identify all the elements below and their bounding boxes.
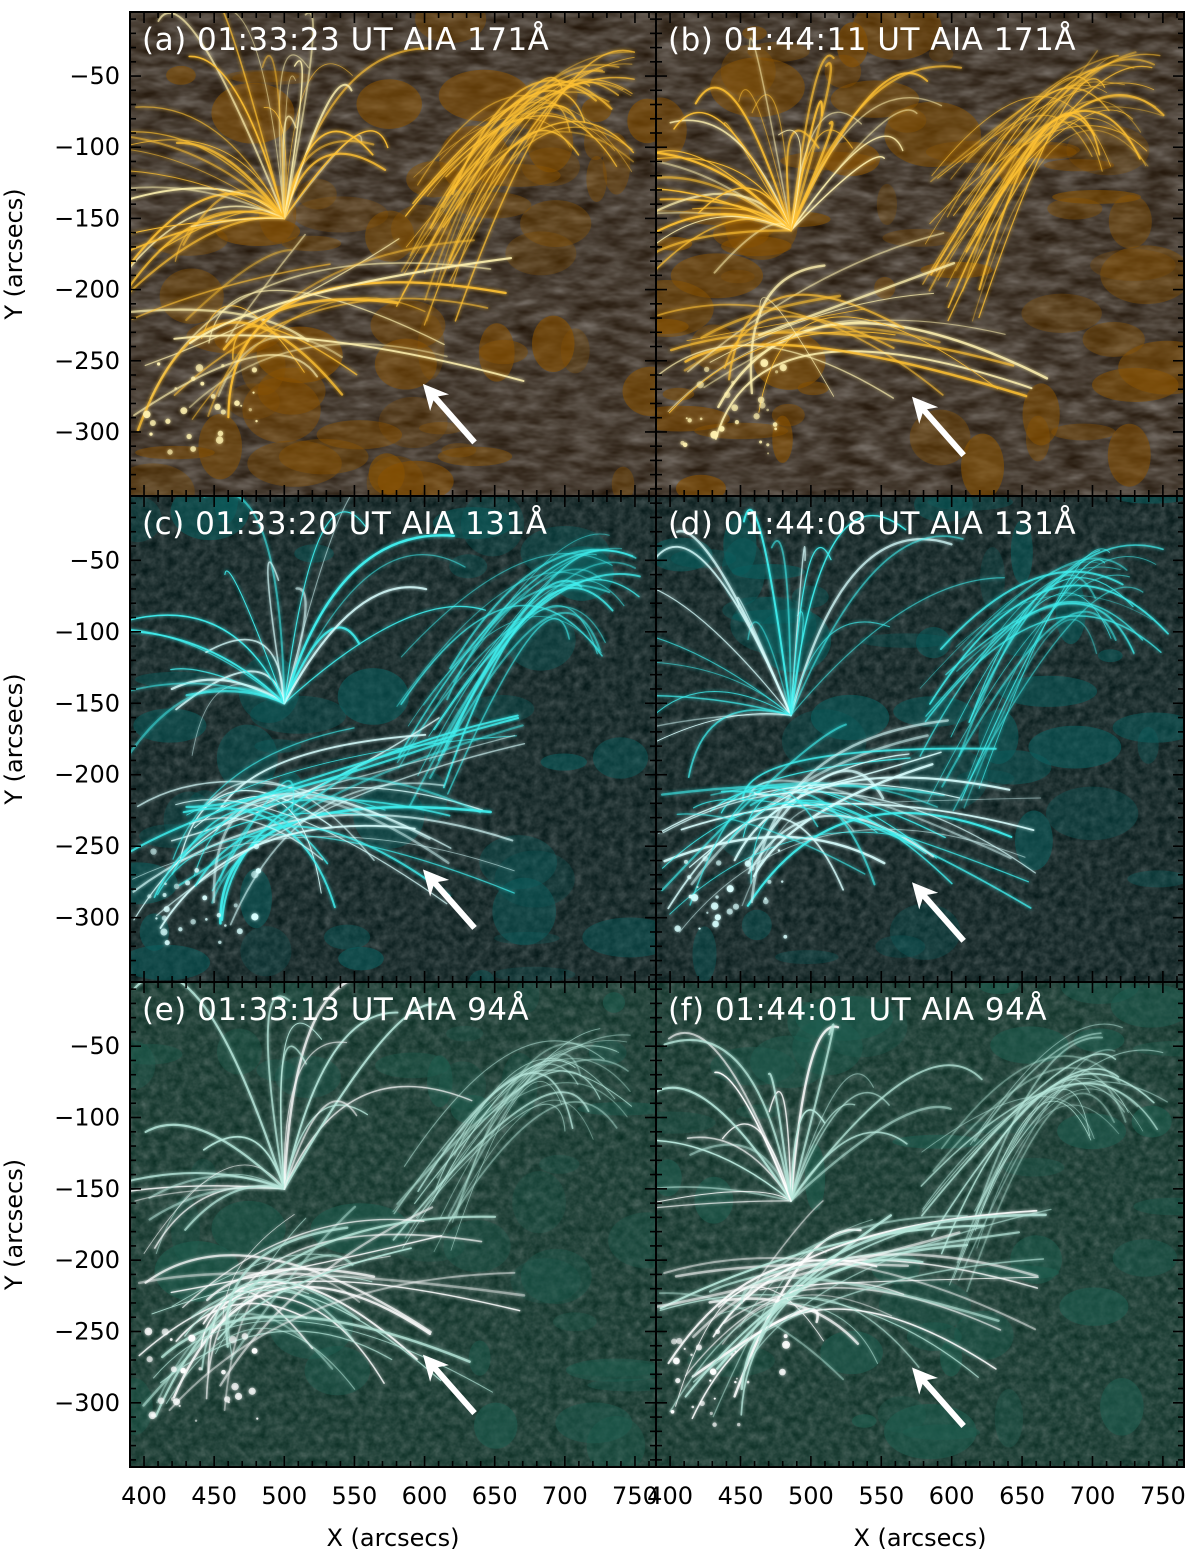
arrow-panel-a (422, 383, 477, 445)
x-axis-title-left: X (arcsecs) (326, 1524, 459, 1552)
y-tick-label: −250 (54, 347, 120, 375)
panel-label-d: (d) 01:44:08 UT AIA 131Å (668, 506, 1076, 542)
x-tick-label: 750 (612, 1482, 658, 1510)
x-tick-label: 450 (191, 1482, 237, 1510)
y-tick-label: −150 (54, 1175, 120, 1203)
x-tick-label: 550 (858, 1482, 904, 1510)
x-tick-label: 400 (121, 1482, 167, 1510)
y-tick-label: −300 (54, 904, 120, 932)
arrow-panel-d (911, 882, 966, 943)
y-tick-label: −50 (69, 62, 120, 90)
y-tick-label: −100 (54, 133, 120, 161)
axes (129, 11, 1185, 1468)
x-tick-label: 700 (542, 1482, 588, 1510)
y-tick-label: −300 (54, 1389, 120, 1417)
panel-label-b: (b) 01:44:11 UT AIA 171Å (668, 22, 1076, 58)
panel-frame (655, 981, 1185, 1468)
x-tick-label: 750 (1140, 1482, 1186, 1510)
x-tick-label: 650 (999, 1482, 1045, 1510)
x-tick-label: 650 (472, 1482, 518, 1510)
x-tick-label: 550 (332, 1482, 378, 1510)
y-tick-label: −300 (54, 418, 120, 446)
x-tick-label: 400 (647, 1482, 693, 1510)
y-axis-title: Y (arcsecs) (0, 673, 28, 805)
x-tick-label: 500 (788, 1482, 834, 1510)
arrow-panel-e (422, 1354, 477, 1416)
y-tick-label: −200 (54, 1246, 120, 1274)
panel-label-e: (e) 01:33:13 UT AIA 94Å (142, 992, 529, 1028)
y-tick-label: −50 (69, 546, 120, 574)
y-axis-title: Y (arcsecs) (0, 1159, 28, 1291)
arrow-panel-f (911, 1367, 966, 1428)
arrow-panel-c (422, 869, 477, 930)
x-tick-label: 450 (718, 1482, 764, 1510)
x-tick-label: 600 (929, 1482, 975, 1510)
x-tick-label: 700 (1070, 1482, 1116, 1510)
panel-label-a: (a) 01:33:23 UT AIA 171Å (142, 22, 549, 58)
y-tick-label: −250 (54, 1317, 120, 1345)
y-tick-label: −200 (54, 761, 120, 789)
y-tick-label: −250 (54, 832, 120, 860)
y-axis-title: Y (arcsecs) (0, 188, 28, 320)
panel-f (656, 982, 1184, 1467)
y-tick-label: −100 (54, 1104, 120, 1132)
panel-b (656, 12, 1184, 496)
y-tick-label: −150 (54, 689, 120, 717)
panel-e (130, 982, 656, 1467)
y-tick-label: −100 (54, 618, 120, 646)
panel-label-f: (f) 01:44:01 UT AIA 94Å (668, 992, 1047, 1028)
y-tick-label: −150 (54, 204, 120, 232)
panel-label-c: (c) 01:33:20 UT AIA 131Å (142, 506, 547, 542)
y-tick-label: −50 (69, 1032, 120, 1060)
image-panels (130, 12, 1184, 1467)
x-axis-title-right: X (arcsecs) (853, 1524, 986, 1552)
x-tick-label: 600 (402, 1482, 448, 1510)
panel-a (130, 12, 656, 496)
arrow-panel-b (911, 396, 966, 458)
x-tick-label: 500 (261, 1482, 307, 1510)
panel-c (130, 496, 656, 982)
y-tick-label: −200 (54, 276, 120, 304)
